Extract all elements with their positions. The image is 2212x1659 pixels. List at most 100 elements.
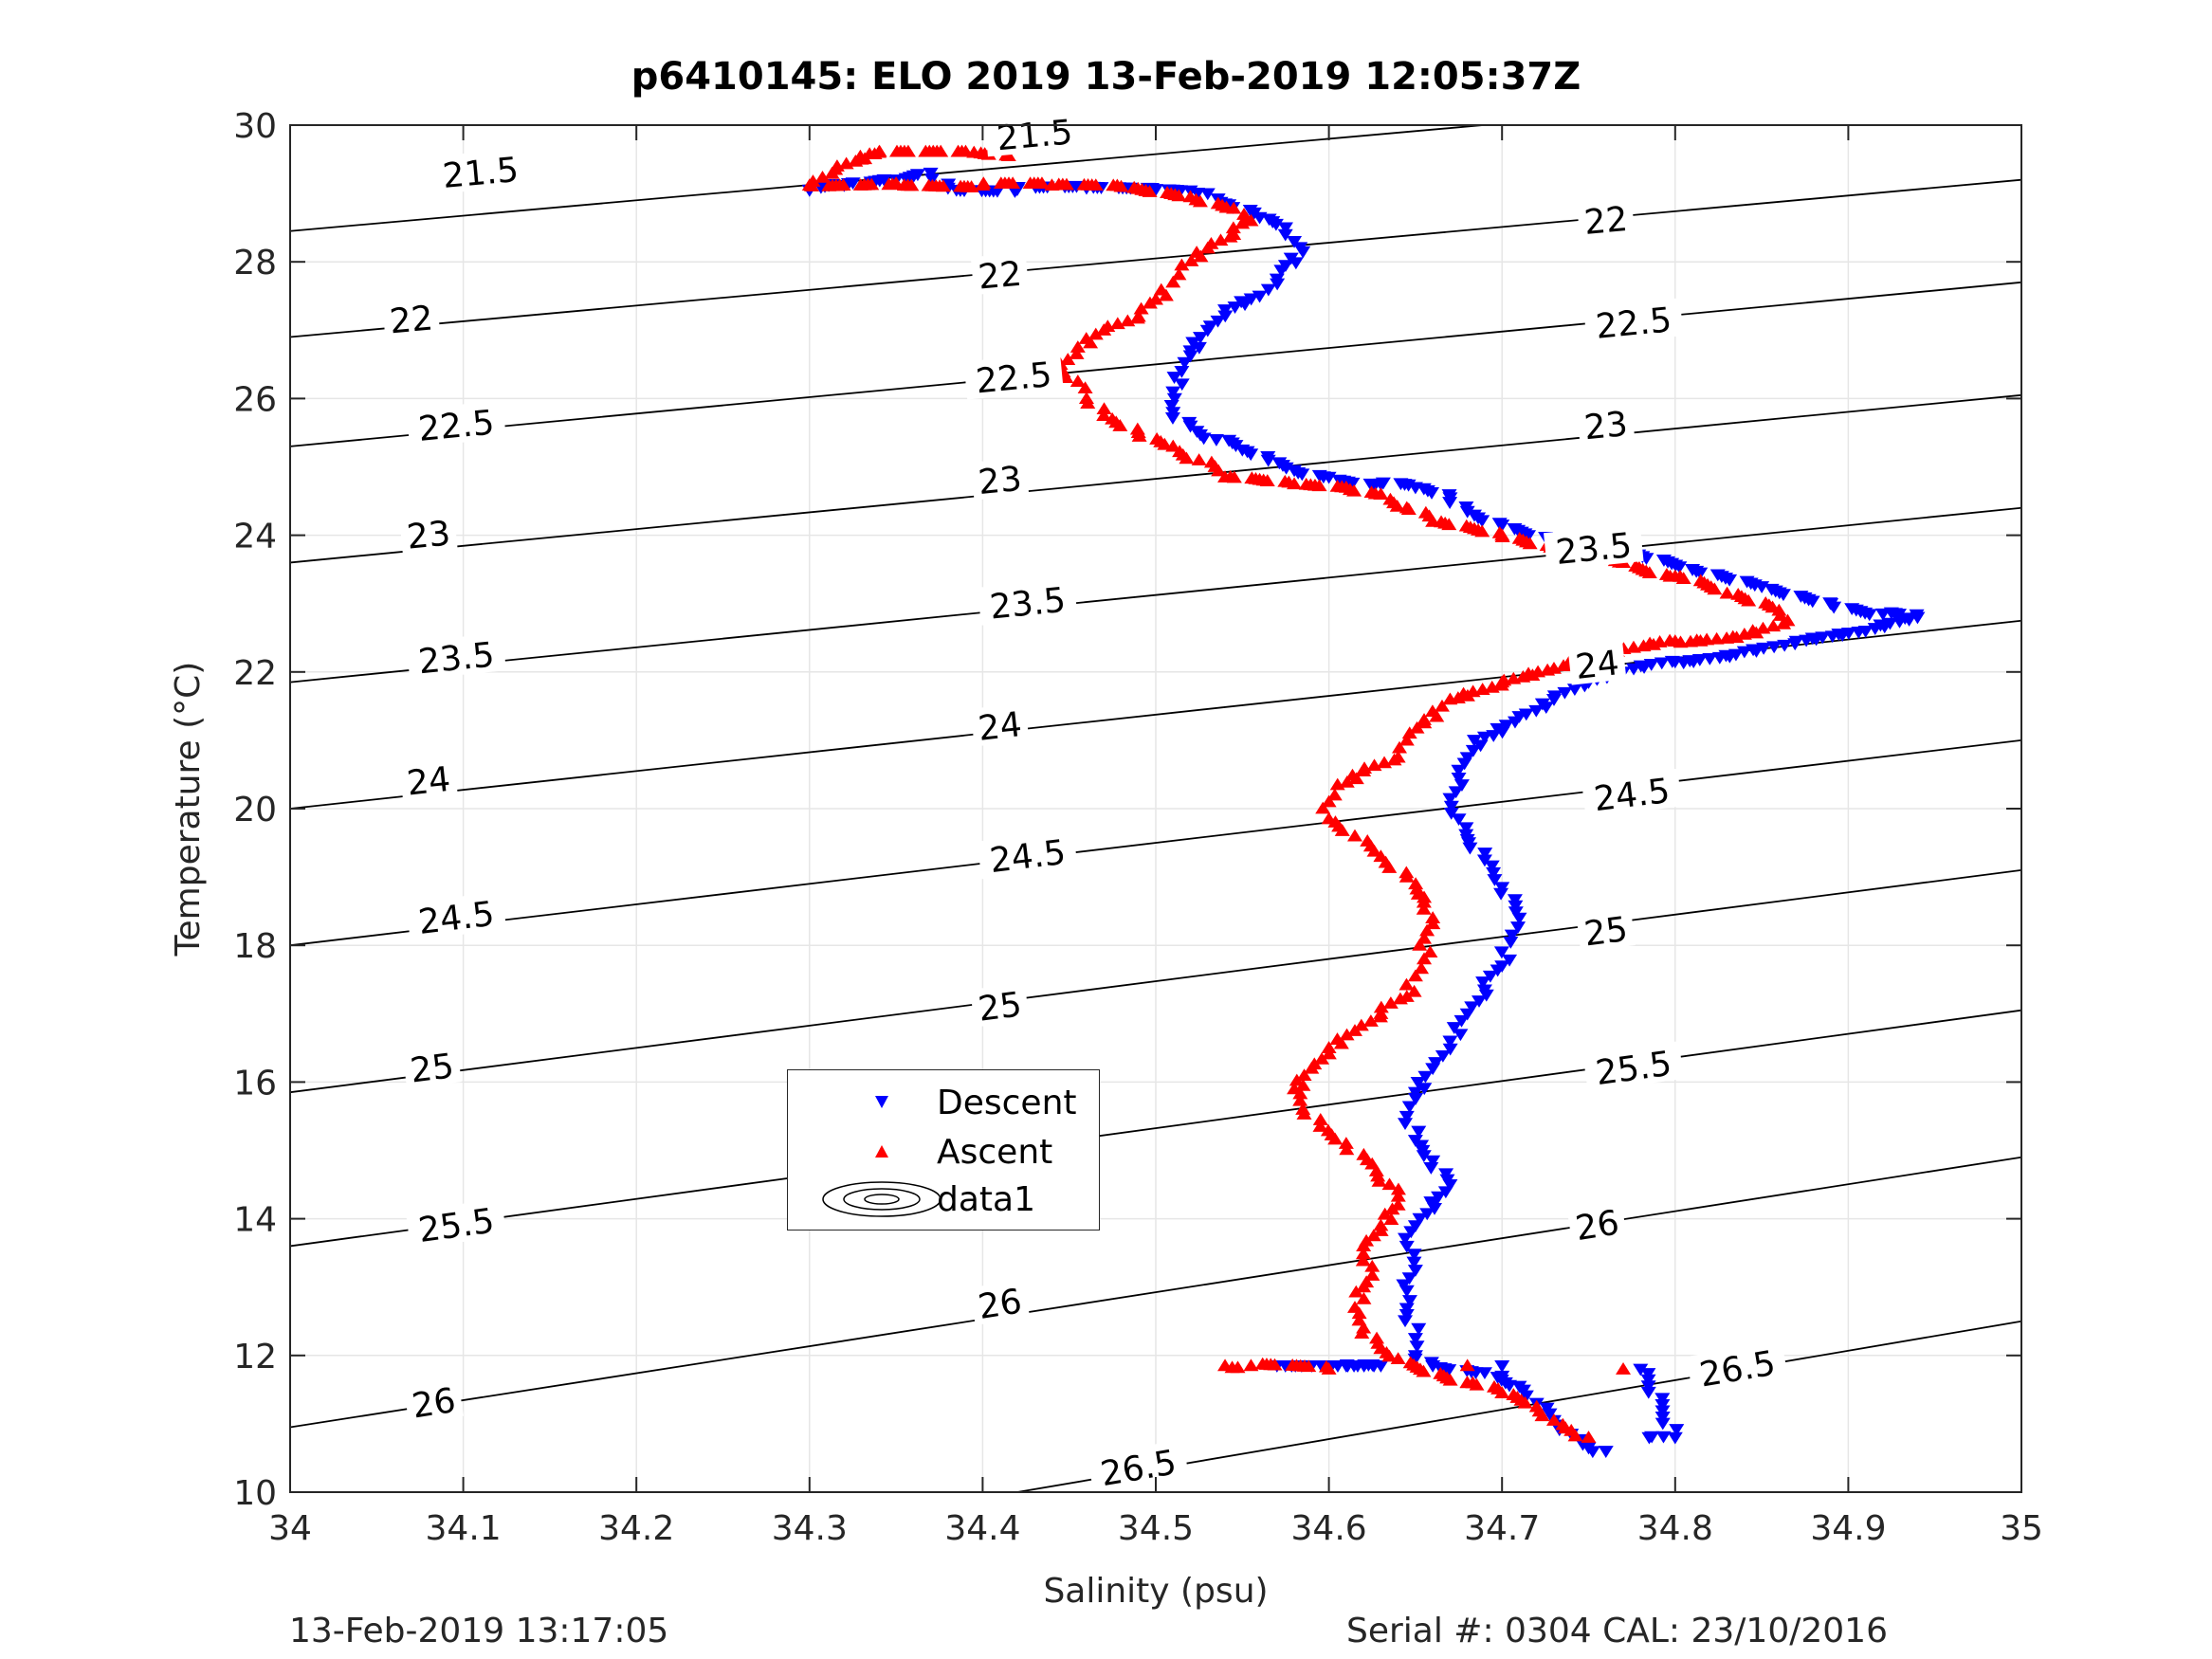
ascent-point (1083, 336, 1099, 349)
ascent-point (1356, 764, 1372, 776)
ascent-point (1295, 1079, 1311, 1091)
descent-point (1518, 1390, 1534, 1403)
descent-point (1446, 1022, 1462, 1034)
ascent-point (1113, 179, 1129, 192)
descent-point (1508, 906, 1524, 920)
descent-point (1667, 1431, 1683, 1445)
ascent-point (1772, 609, 1788, 621)
descent-point (1401, 1272, 1417, 1285)
descent-point (1504, 929, 1520, 942)
descent-point (1453, 779, 1470, 792)
ascent-point (1429, 709, 1445, 722)
contour-label-bg (977, 830, 1078, 880)
descent-point (1494, 726, 1510, 739)
ascent-point (1390, 1352, 1406, 1365)
contour-label: 24 (970, 702, 1030, 749)
contour-label-text: 21.5 (441, 151, 520, 196)
contour-label-bg (398, 757, 458, 802)
ascent-point (904, 178, 920, 191)
descent-point (1182, 350, 1198, 363)
descent-point (1243, 448, 1259, 462)
descent-point (1476, 731, 1492, 744)
ascent-point (1096, 402, 1112, 415)
legend-item-data1: data1 (788, 1176, 1099, 1222)
ascent-point (1142, 296, 1158, 309)
descent-point (1398, 1118, 1414, 1131)
contour-label: 24.5 (406, 891, 507, 942)
ascent-point (1392, 740, 1408, 754)
contour-label: 26 (969, 1279, 1031, 1327)
ascent-point (1371, 1174, 1387, 1187)
ascent-point (1289, 1073, 1305, 1086)
ascent-point (1365, 1229, 1381, 1242)
contour-label: 26 (1566, 1200, 1628, 1249)
descent-point (1451, 764, 1467, 777)
ascent-point (1366, 844, 1382, 857)
contour-label-text: 24 (977, 705, 1024, 749)
contour-label-text: 24 (1574, 644, 1621, 687)
ascent-point (1506, 671, 1522, 684)
contour-label-bg (1686, 1340, 1788, 1395)
ascent-point (1354, 1326, 1370, 1339)
descent-point (1148, 184, 1163, 196)
ascent-point (1312, 1113, 1328, 1125)
ascent-point (1321, 794, 1337, 808)
ascent-point (1174, 258, 1190, 271)
legend-item-ascent: Ascent (788, 1129, 1099, 1175)
descent-point (1640, 1374, 1656, 1387)
x-tick-label: 34.3 (772, 1509, 848, 1548)
ascent-point (1362, 1014, 1379, 1027)
descent-point (1465, 744, 1481, 757)
ascent-point (1243, 213, 1259, 227)
descent-point (1406, 1249, 1422, 1262)
ascent-point (1417, 952, 1433, 965)
ascent-point (1338, 1137, 1354, 1149)
ascent-point (1304, 1061, 1320, 1074)
contour-label-text: 26 (410, 1381, 459, 1427)
ascent-point (1373, 1224, 1389, 1236)
descent-point (1424, 487, 1440, 500)
axes: 34 34.1 34.2 34.3 34.4 34.5 34.6 34.7 34.8 34.9 35… (233, 107, 2043, 1548)
ascent-point (1493, 678, 1509, 691)
contour-line (290, 739, 2021, 947)
descent-point (1672, 561, 1688, 574)
contour-label-text: 25 (1581, 910, 1630, 954)
descent-point (1654, 1393, 1671, 1406)
y-tick-label: 26 (233, 380, 277, 419)
descent-point (1401, 1101, 1417, 1114)
ascent-point (1683, 634, 1699, 647)
descent-point (1640, 1380, 1656, 1394)
ascent-point (1377, 1207, 1393, 1220)
descent-point (1199, 188, 1216, 201)
footer-serial-cal: Serial #: 0304 CAL: 23/10/2016 (1346, 1612, 1888, 1650)
ascent-point (1346, 1024, 1362, 1036)
contour-label-text: 22.5 (1594, 301, 1673, 346)
descent-point (1654, 1398, 1671, 1412)
contour-label-text: 22 (388, 299, 434, 341)
descent-point (1273, 264, 1289, 278)
ascent-point (1381, 1177, 1398, 1191)
ascent-point (1515, 670, 1531, 683)
ascent-point (1355, 1253, 1371, 1267)
descent-point (1409, 1340, 1425, 1353)
contour-label-text: 26 (1573, 1204, 1622, 1249)
ascent-point (1296, 1107, 1312, 1120)
contour-label: 23.5 (406, 632, 506, 682)
descent-point (1398, 1285, 1415, 1298)
contour-line (290, 1156, 2021, 1429)
descent-series (801, 167, 1926, 1459)
ascent-point (1382, 996, 1398, 1009)
ascent-point (1442, 692, 1458, 705)
descent-point (845, 177, 861, 190)
descent-point (1538, 702, 1554, 715)
ascent-point (1158, 288, 1174, 301)
y-tick-label: 28 (233, 244, 277, 283)
descent-point (1217, 310, 1234, 323)
ascent-point (1058, 177, 1074, 191)
ascent-point (1386, 753, 1402, 766)
ascent-point (1355, 1247, 1371, 1260)
descent-point (1542, 1408, 1558, 1421)
ascent-point (1088, 327, 1104, 340)
descent-point (1545, 694, 1562, 706)
ascent-point (1707, 582, 1723, 595)
